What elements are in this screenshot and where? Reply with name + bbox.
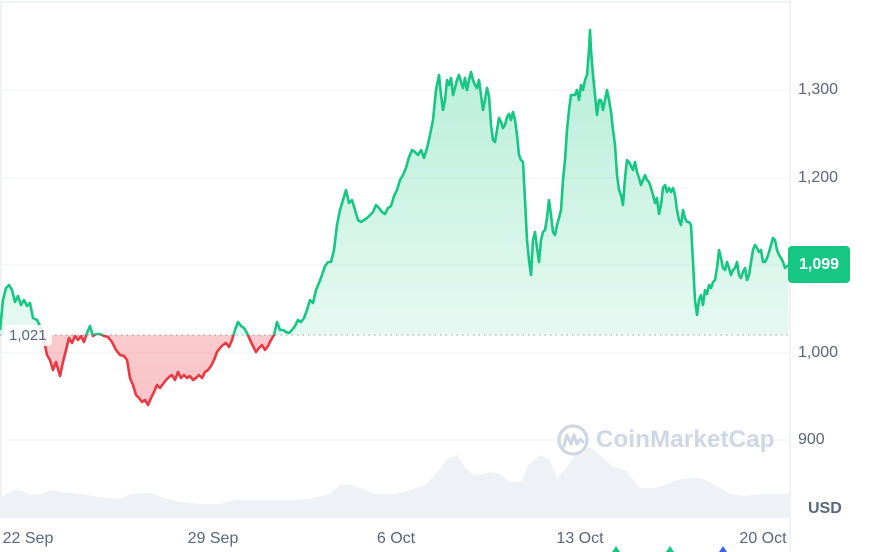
coinmarketcap-icon [557,424,589,456]
coinmarketcap-logo: CoinMarketCap [556,423,775,457]
x-tick-20-oct: 20 Oct [739,530,787,547]
y-tick-1000: 1,000 [798,344,839,361]
price-area-down [0,335,788,405]
event-marker-green[interactable] [612,546,620,552]
x-tick-22-sep: 22 Sep [2,530,54,547]
baseline-price-badge: 1,021 [4,325,52,346]
price-line-up [0,28,789,335]
price-area-up [0,30,788,335]
x-tick-29-sep: 29 Sep [187,530,239,547]
x-tick-6-oct: 6 Oct [376,530,416,547]
x-tick-13-oct: 13 Oct [556,530,604,547]
y-tick-1200: 1,200 [798,169,839,186]
watermark-text: CoinMarketCap [596,426,775,453]
currency-label[interactable]: USD [808,500,842,517]
y-tick-900: 900 [798,431,825,448]
event-marker-blue[interactable] [719,546,727,552]
event-marker-green[interactable] [666,546,674,552]
current-price-badge: 1,099 [788,246,850,283]
price-line-down [41,335,276,407]
volume-area [0,447,790,518]
y-tick-1300: 1,300 [798,81,839,98]
